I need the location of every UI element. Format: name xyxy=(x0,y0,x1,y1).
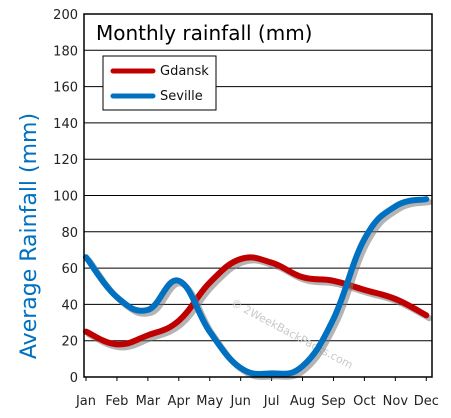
series-line-gdansk xyxy=(83,254,430,348)
y-tick-label: 200 xyxy=(53,8,78,23)
x-tick-label: May xyxy=(196,394,223,409)
y-tick-label: 140 xyxy=(53,117,78,132)
legend-label-seville: Seville xyxy=(160,89,203,104)
legend-label-gdansk: Gdansk xyxy=(160,64,209,79)
y-tick-label: 20 xyxy=(61,335,78,350)
y-tick-label: 60 xyxy=(61,262,78,277)
y-tick-label: 160 xyxy=(53,81,78,96)
x-tick-label: Dec xyxy=(414,394,439,409)
series-line-seville xyxy=(83,196,430,378)
x-tick-label: Nov xyxy=(383,394,409,409)
plot-border xyxy=(83,13,433,378)
legend: Gdansk Seville xyxy=(102,55,217,111)
x-tick-label: Jun xyxy=(230,394,251,409)
x-tick-label: Feb xyxy=(105,394,128,409)
y-tick-label: 80 xyxy=(61,226,78,241)
y-tick-label: 120 xyxy=(53,153,78,168)
y-tick-label: 100 xyxy=(53,190,78,205)
x-tick-label: Jul xyxy=(263,394,280,409)
x-tick-label: Jan xyxy=(75,394,96,409)
x-tick-label: Oct xyxy=(353,394,375,409)
y-axis: 0 20 40 60 80 100 120 140 160 180 200 xyxy=(53,8,78,386)
y-tick-label: 180 xyxy=(53,44,78,59)
y-axis-label: Average Rainfall (mm) xyxy=(17,113,42,359)
x-tick-label: Mar xyxy=(136,394,161,409)
legend-box xyxy=(102,55,217,111)
x-axis: Jan Feb Mar Apr May Jun Jul Aug Sep Oct Nov Dec xyxy=(75,377,439,409)
chart-title: Monthly rainfall (mm) xyxy=(96,21,312,45)
x-tick-label: Aug xyxy=(290,394,315,409)
x-tick-label: Sep xyxy=(321,394,346,409)
y-tick-label: 0 xyxy=(70,371,78,386)
x-tick-label: Apr xyxy=(168,394,191,409)
y-tick-label: 40 xyxy=(61,298,78,313)
